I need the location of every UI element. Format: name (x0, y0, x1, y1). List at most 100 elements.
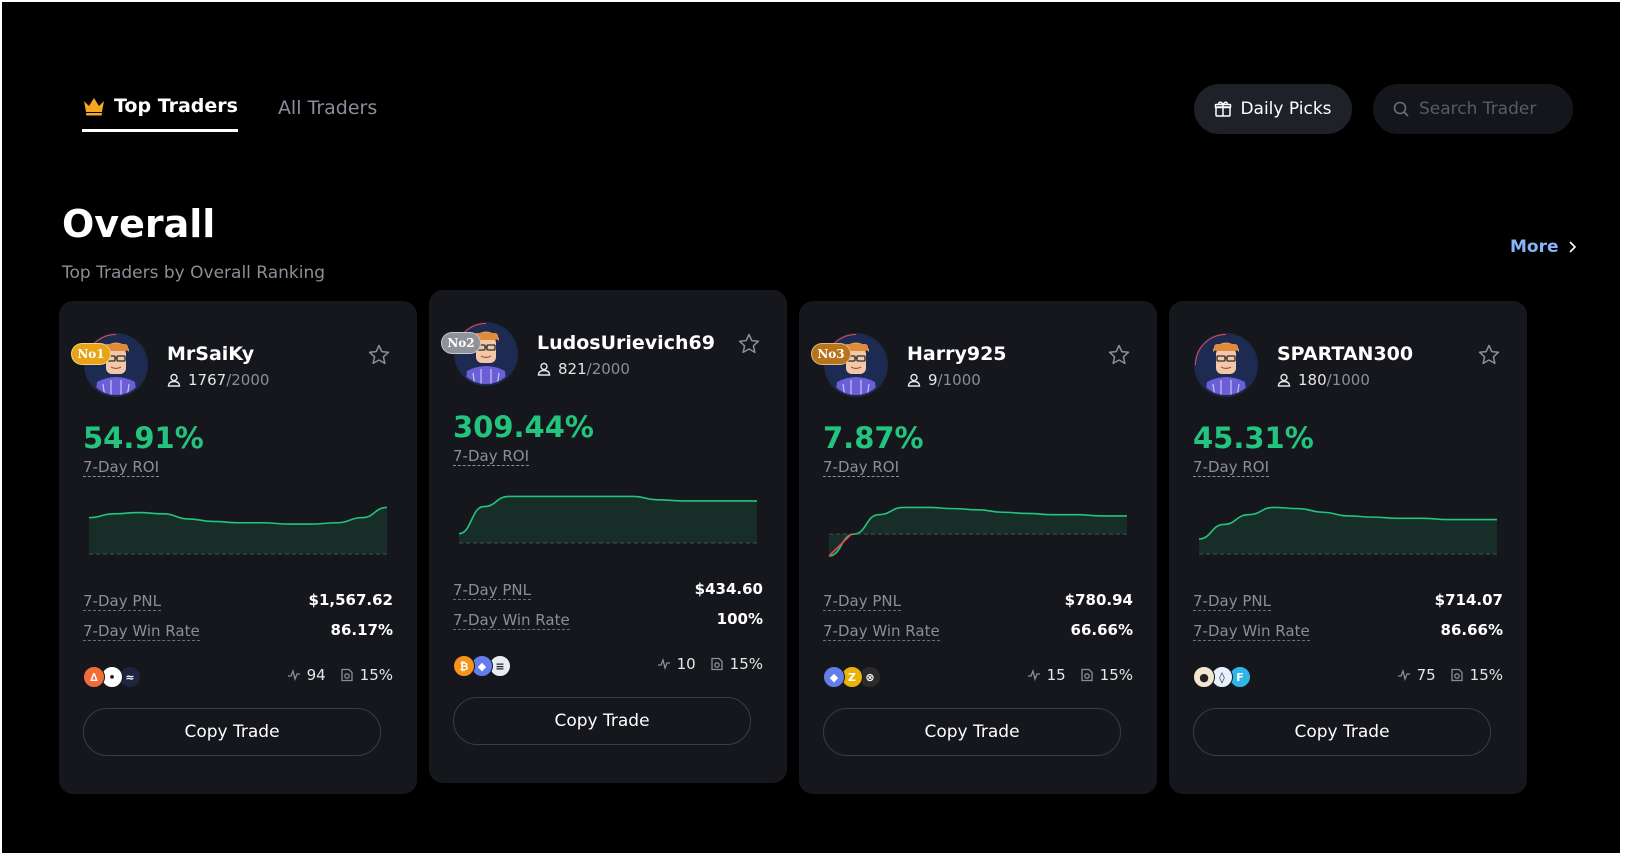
trade-stats: 94 15% (287, 666, 393, 684)
pnl-label[interactable]: 7-Day PNL (823, 592, 901, 611)
user-icon (1277, 373, 1291, 387)
star-icon[interactable] (737, 332, 761, 356)
chart-line (88, 506, 388, 525)
search-box (1373, 84, 1573, 134)
avatar[interactable] (83, 332, 149, 398)
activity-icon (1027, 668, 1040, 682)
trade-count: 15 (1046, 666, 1066, 684)
trader-tabs: Top Traders All Traders (82, 95, 377, 132)
trader-name[interactable]: LudosUrievich69 (537, 332, 715, 354)
user-icon (537, 362, 551, 376)
avatar[interactable] (1193, 332, 1259, 398)
followers-count: 180/1000 (1277, 371, 1370, 389)
tab-top-traders[interactable]: Top Traders (82, 95, 238, 132)
chart-area (829, 507, 1127, 556)
win-rate-label[interactable]: 7-Day Win Rate (83, 622, 200, 641)
win-rate-label[interactable]: 7-Day Win Rate (453, 611, 570, 630)
star-icon[interactable] (1107, 343, 1131, 367)
chart-area (459, 496, 757, 543)
followers-max: /2000 (586, 360, 630, 378)
roi-value: 7.87% (823, 421, 924, 455)
pnl-value: $1,567.62 (308, 591, 393, 609)
win-rate-label[interactable]: 7-Day Win Rate (1193, 622, 1310, 641)
tab-label: Top Traders (114, 95, 238, 117)
trader-card-1[interactable]: No1 MrSaiKy 1767/2000 54.91% 7-Day ROI 7… (59, 301, 417, 794)
coin-list: ◆ Z ⊗ (823, 666, 881, 688)
trade-stats: 10 15% (657, 655, 763, 673)
ethereum-icon: ◆ (823, 666, 845, 688)
chart-line (1198, 506, 1497, 540)
pnl-value: $780.94 (1064, 591, 1133, 609)
star-icon[interactable] (1477, 343, 1501, 367)
gift-icon (1215, 101, 1232, 117)
chart-negative-line (828, 533, 852, 557)
daily-picks-button[interactable]: Daily Picks (1194, 84, 1352, 134)
trader-card-2[interactable]: No2 LudosUrievich69 821/2000 309.44% 7-D… (429, 290, 787, 783)
profit-share: 15% (359, 666, 393, 684)
more-label: More (1510, 237, 1559, 257)
followers-max: /1000 (1326, 371, 1370, 389)
roi-label[interactable]: 7-Day ROI (823, 458, 899, 477)
profit-share-icon (1451, 668, 1463, 682)
roi-value: 54.91% (83, 421, 204, 455)
trader-card-3[interactable]: No3 Harry925 9/1000 7.87% 7-Day ROI 7-Da… (799, 301, 1157, 794)
win-rate-value: 100% (716, 610, 763, 628)
trader-name[interactable]: Harry925 (907, 343, 1007, 365)
chart-area (1199, 507, 1497, 554)
rank-badge: No1 (71, 343, 111, 365)
trade-stats: 15 15% (1027, 666, 1133, 684)
rank-badge: No2 (441, 332, 481, 354)
section-subtitle: Top Traders by Overall Ranking (62, 263, 326, 283)
roi-chart (1198, 506, 1497, 555)
trade-count: 10 (676, 655, 696, 673)
roi-chart (88, 506, 388, 555)
pnl-label[interactable]: 7-Day PNL (453, 581, 531, 600)
roi-label[interactable]: 7-Day ROI (1193, 458, 1269, 477)
more-link[interactable]: More (1510, 237, 1577, 257)
copy-trade-button[interactable]: Copy Trade (1193, 708, 1491, 756)
rank-badge: No3 (811, 343, 851, 365)
search-icon (1393, 101, 1409, 117)
tab-label: All Traders (277, 96, 378, 119)
trader-name[interactable]: MrSaiKy (167, 343, 255, 365)
crown-icon (84, 98, 104, 116)
copy-trade-button[interactable]: Copy Trade (83, 708, 381, 756)
activity-icon (657, 657, 670, 671)
avatar[interactable] (823, 332, 889, 398)
coin-list: ● ◊ F (1193, 666, 1251, 688)
win-rate-value: 86.66% (1440, 621, 1503, 639)
activity-icon (1397, 668, 1410, 682)
pnl-label[interactable]: 7-Day PNL (83, 592, 161, 611)
followers-current: 1767 (188, 371, 227, 389)
trade-count: 75 (1416, 666, 1436, 684)
win-rate-label[interactable]: 7-Day Win Rate (823, 622, 940, 641)
roi-label[interactable]: 7-Day ROI (453, 447, 529, 466)
orange-coin-icon: ∆ (83, 666, 105, 688)
star-icon[interactable] (367, 343, 391, 367)
profit-share-icon (711, 657, 723, 671)
tab-all-traders[interactable]: All Traders (278, 95, 377, 132)
profit-share-icon (341, 668, 353, 682)
bitcoin-icon: ₿ (453, 655, 475, 677)
trader-card-4[interactable]: SPARTAN300 180/1000 45.31% 7-Day ROI 7-D… (1169, 301, 1527, 794)
search-input[interactable] (1419, 99, 1559, 119)
copy-trade-button[interactable]: Copy Trade (823, 708, 1121, 756)
avatar[interactable] (453, 321, 519, 387)
coin-list: ₿ ◆ ≡ (453, 655, 511, 677)
chart-line (828, 506, 1127, 557)
followers-count: 1767/2000 (167, 371, 269, 389)
pnl-value: $714.07 (1434, 591, 1503, 609)
roi-chart (828, 506, 1127, 557)
profit-share: 15% (1099, 666, 1133, 684)
copy-trade-button[interactable]: Copy Trade (453, 697, 751, 745)
followers-max: /1000 (937, 371, 981, 389)
profit-share: 15% (729, 655, 763, 673)
roi-value: 309.44% (453, 410, 594, 444)
roi-label[interactable]: 7-Day ROI (83, 458, 159, 477)
pnl-label[interactable]: 7-Day PNL (1193, 592, 1271, 611)
user-icon (167, 373, 181, 387)
chart-line (458, 495, 757, 535)
roi-chart (458, 495, 757, 544)
trader-name[interactable]: SPARTAN300 (1277, 343, 1414, 365)
